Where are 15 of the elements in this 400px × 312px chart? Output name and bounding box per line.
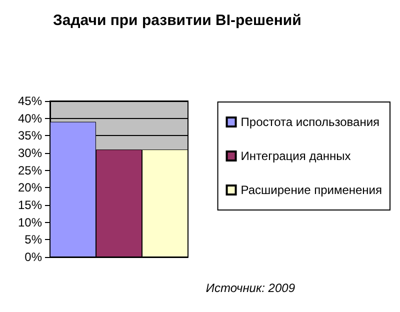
y-tick-label: 25% [18,163,42,178]
y-tick-label: 0% [24,250,42,264]
legend-label: Расширение применения [240,183,382,197]
text: Источник: 2009 [206,281,296,295]
y-tick-label: 30% [18,146,42,160]
y-tick-label: 45% [18,94,42,108]
y-tick-label: 5% [24,232,42,247]
y-tick-label: 15% [18,198,42,212]
y-tick-label: 20% [18,180,42,195]
y-tick-label: 40% [18,111,42,126]
legend-label: Простота использования [240,115,380,129]
y-tick-label: 10% [18,215,42,230]
y-tick-label: 35% [18,128,42,143]
chart-title: Задачи при развитии BI-решений [53,12,302,29]
legend-label: Интеграция данных [240,149,351,163]
